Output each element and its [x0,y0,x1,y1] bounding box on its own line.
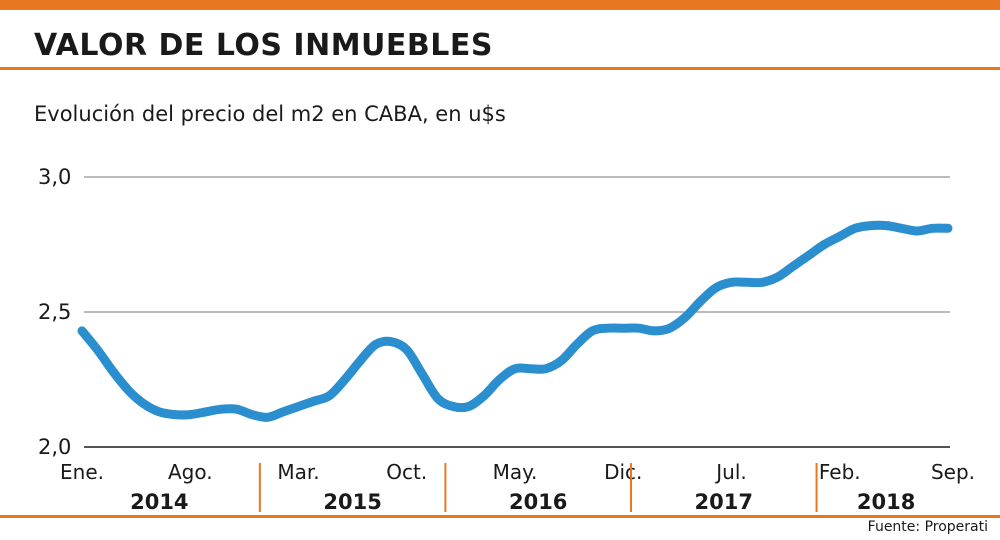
x-tick-label: Sep. [931,460,975,484]
chart-subtitle: Evolución del precio del m2 en CABA, en … [34,102,506,126]
y-tick-label: 3,0 [38,165,71,189]
x-tick-label: Ago. [168,460,213,484]
bottom-divider [0,515,1000,518]
x-tick-label: Mar. [277,460,319,484]
series-line [77,220,953,422]
year-label: 2018 [857,490,915,514]
year-label: 2016 [509,490,567,514]
x-tick-label: Dic. [604,460,642,484]
source-note: Fuente: Properati [867,519,988,535]
year-label: 2014 [130,490,188,514]
x-tick-label: May. [493,460,538,484]
x-tick-label: Ene. [60,460,104,484]
y-tick-label: 2,0 [38,435,71,459]
year-label: 2017 [695,490,753,514]
x-tick-label: Jul. [714,460,747,484]
title-divider [0,67,1000,70]
x-tick-label: Oct. [386,460,427,484]
x-tick-label: Feb. [819,460,861,484]
year-label: 2015 [323,490,381,514]
chart-title: VALOR DE LOS INMUEBLES [34,28,493,63]
y-tick-label: 2,5 [38,300,71,324]
top-accent-bar [0,0,1000,10]
